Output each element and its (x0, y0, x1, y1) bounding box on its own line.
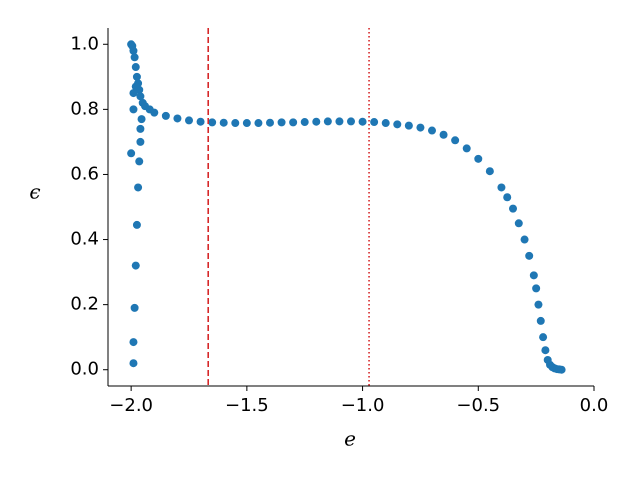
point (335, 117, 344, 126)
point (137, 115, 146, 124)
point (358, 117, 367, 126)
point (129, 46, 138, 55)
x-tick-label: −1.5 (225, 395, 269, 416)
point (173, 114, 182, 123)
point (503, 193, 512, 202)
point (474, 154, 483, 163)
point (208, 118, 217, 127)
point (485, 167, 494, 176)
point (231, 119, 240, 128)
point (131, 63, 140, 72)
point (196, 117, 205, 126)
x-tick-label: 0.0 (580, 395, 609, 416)
point (532, 284, 541, 293)
point (254, 119, 263, 128)
y-tick-label: 0.6 (70, 163, 99, 184)
point (130, 53, 139, 62)
point (525, 251, 534, 260)
point (534, 300, 543, 309)
point (312, 117, 321, 126)
y-tick-label: 0.2 (70, 294, 99, 315)
y-tick-label: 0.4 (70, 229, 99, 250)
point (462, 144, 471, 153)
point (497, 183, 506, 192)
point (539, 333, 548, 342)
point (129, 338, 138, 347)
y-tick-label: 1.0 (70, 33, 99, 54)
y-tick-label: 0.0 (70, 359, 99, 380)
point (185, 116, 193, 125)
point (136, 124, 145, 133)
point (277, 118, 286, 127)
x-tick-label: −0.5 (456, 395, 500, 416)
point (266, 118, 274, 127)
point (393, 120, 402, 129)
point (300, 118, 309, 127)
point (439, 130, 448, 139)
point (289, 118, 298, 127)
point (131, 82, 140, 91)
point (428, 126, 436, 135)
point (219, 118, 228, 127)
point (129, 89, 138, 98)
point (536, 316, 545, 325)
point (134, 183, 143, 192)
point (347, 117, 355, 126)
point (509, 204, 517, 213)
y-tick-label: 0.8 (70, 98, 99, 119)
point (150, 108, 159, 117)
point (520, 235, 529, 244)
x-tick-label: −2.0 (109, 395, 153, 416)
point (323, 117, 332, 126)
point (451, 136, 460, 145)
point (381, 119, 390, 128)
point (136, 92, 145, 101)
point (404, 121, 413, 130)
point (161, 111, 170, 120)
point (514, 219, 523, 228)
point (541, 346, 550, 355)
point (557, 365, 566, 374)
point (127, 149, 136, 158)
x-axis-label: e (344, 427, 356, 451)
point (135, 157, 144, 166)
point (370, 118, 379, 127)
x-tick-label: −1.0 (341, 395, 385, 416)
point (132, 72, 141, 81)
point (242, 119, 251, 128)
point (136, 137, 145, 146)
point (131, 261, 140, 270)
point (529, 271, 538, 280)
point (132, 220, 141, 229)
point (129, 359, 138, 368)
point (129, 105, 138, 114)
point (130, 303, 139, 312)
y-axis-label: ϵ (29, 180, 40, 204)
point (416, 123, 425, 132)
